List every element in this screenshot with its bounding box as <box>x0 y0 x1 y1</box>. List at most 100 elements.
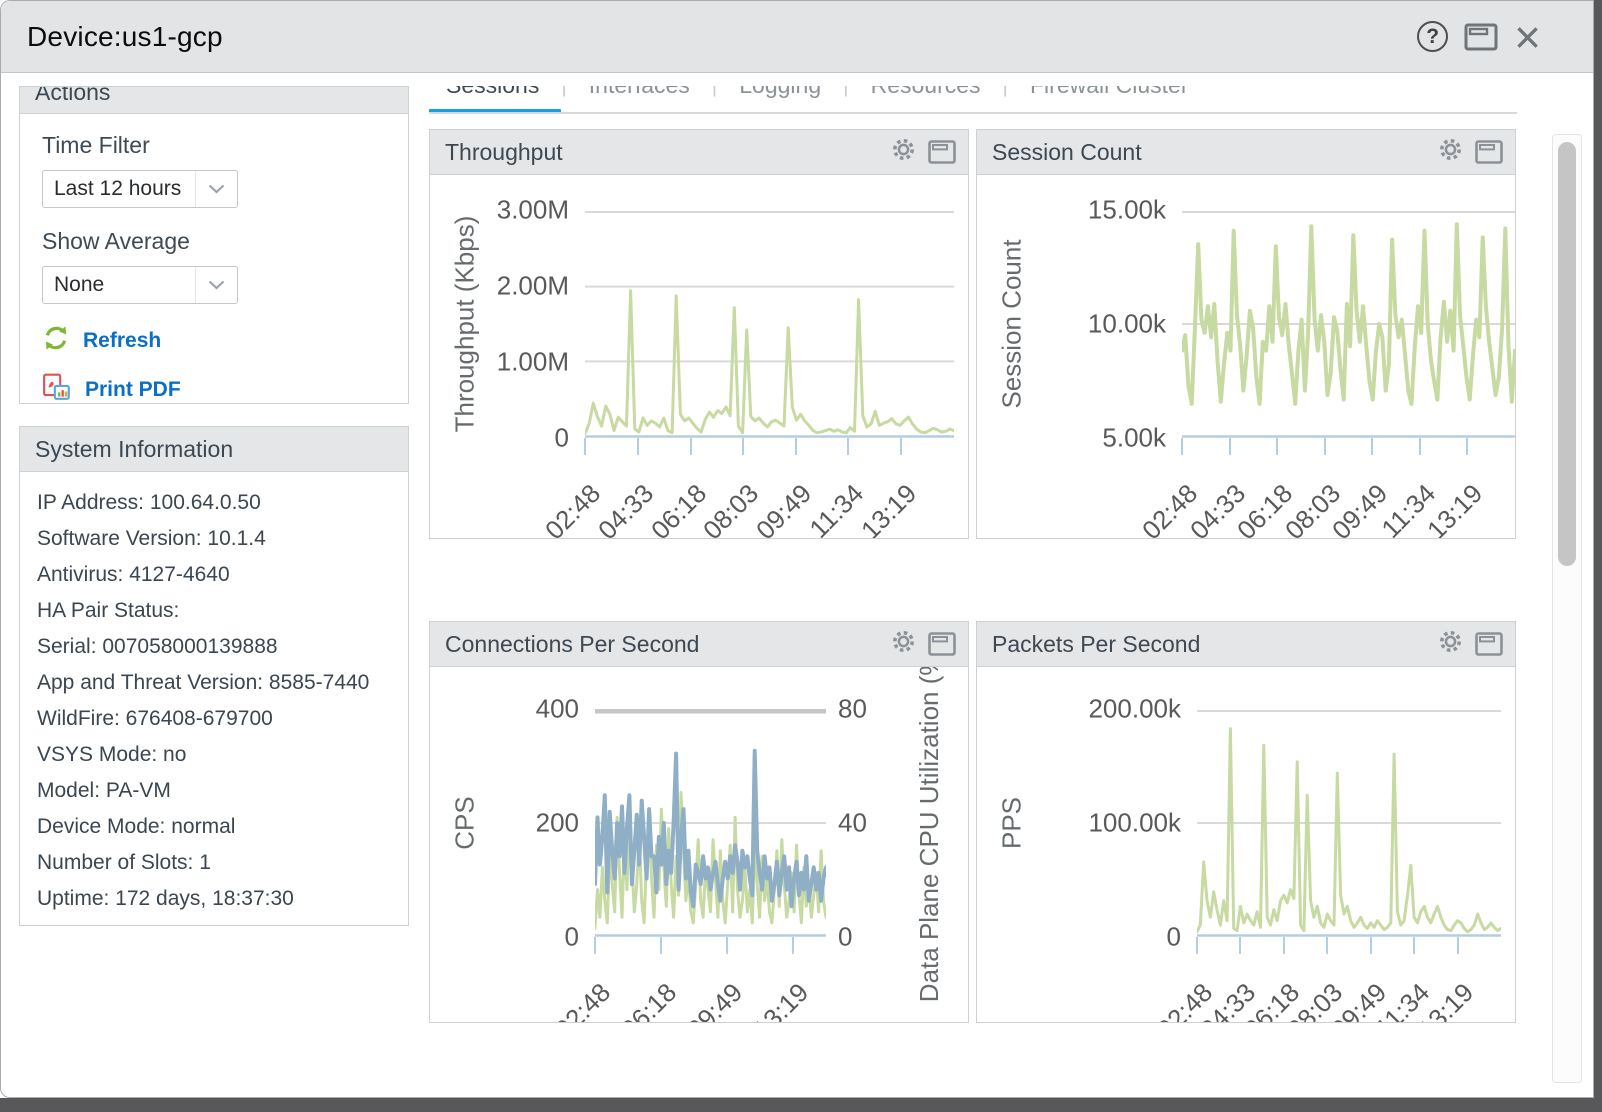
x-tickmark <box>690 438 692 455</box>
chart-title: Session Count <box>977 139 1142 166</box>
x-tickmark <box>637 438 639 455</box>
y-axis-ticks: 15.00k10.00k5.00k <box>1037 210 1182 438</box>
x-tick-label: 09:49 <box>681 977 749 1022</box>
dialog-content: Actions Time Filter Last 12 hours Show A… <box>1 74 1593 1097</box>
tab-interfaces[interactable]: Interfaces <box>589 86 690 99</box>
dialog-titlebar: Device:us1-gcp ? × <box>1 1 1593 73</box>
x-tickmark <box>1370 937 1372 954</box>
scrollbar-thumb[interactable] <box>1558 142 1576 566</box>
tab-bar: Sessions | Interfaces | Logging | Resour… <box>429 86 1519 116</box>
x-tickmark <box>1283 937 1285 954</box>
popout-panel-icon[interactable] <box>1475 632 1503 656</box>
x-axis-labels: 02:4804:3306:1808:0309:4911:3413:19 <box>1197 957 1501 1022</box>
actions-title: Actions <box>20 87 110 106</box>
titlebar-icons: ? × <box>1417 21 1541 52</box>
time-filter-value: Last 12 hours <box>43 177 195 201</box>
chart-title: Connections Per Second <box>430 631 699 658</box>
y-tick-label: 3.00M <box>497 195 569 226</box>
actions-header: Actions <box>20 87 408 114</box>
tab-firewall-cluster[interactable]: Firewall Cluster <box>1030 86 1188 99</box>
settings-gear-icon[interactable] <box>890 136 917 168</box>
tab-baseline <box>429 112 1517 114</box>
popout-panel-icon[interactable] <box>928 632 956 656</box>
close-icon[interactable]: × <box>1514 22 1541 52</box>
popout-panel-icon[interactable] <box>1475 140 1503 164</box>
refresh-label: Refresh <box>83 329 161 353</box>
cps-chart-plot <box>595 709 826 937</box>
window-edge-bottom <box>0 1098 1602 1112</box>
show-average-select[interactable]: None <box>42 266 238 304</box>
device-monitoring-dialog: Device:us1-gcp ? × Actions Time Filter L… <box>0 0 1594 1098</box>
system-info-line: VSYS Mode: no <box>37 737 391 773</box>
x-tickmark <box>594 937 596 954</box>
chart-title: Throughput <box>430 139 563 166</box>
tab-logging[interactable]: Logging <box>739 86 821 99</box>
refresh-icon <box>42 324 70 357</box>
help-icon[interactable]: ? <box>1417 21 1448 52</box>
settings-gear-icon[interactable] <box>1437 628 1464 660</box>
system-information-panel: System Information IP Address: 100.64.0.… <box>19 426 409 926</box>
x-tickmark <box>1466 438 1468 455</box>
system-info-line: App and Threat Version: 8585-7440 <box>37 665 391 701</box>
y-tick-label: 2.00M <box>497 270 569 301</box>
print-pdf-label: Print PDF <box>85 378 181 402</box>
system-info-line: Uptime: 172 days, 18:37:30 <box>37 881 391 917</box>
x-axis-tickmarks <box>595 937 826 957</box>
x-tickmark <box>1276 438 1278 455</box>
right-y-axis-label: Data Plane CPU Utilization (%) <box>914 667 944 1003</box>
system-info-line: Antivirus: 4127-4640 <box>37 557 391 593</box>
y-tick-label: 1.00M <box>497 346 569 377</box>
x-tickmark <box>1196 937 1198 954</box>
show-average-value: None <box>43 273 195 297</box>
throughput-chart-plot <box>585 210 954 438</box>
x-axis-tickmarks <box>1182 438 1515 458</box>
settings-gear-icon[interactable] <box>890 628 917 660</box>
x-tickmark <box>1413 937 1415 954</box>
session-count-chart-plot <box>1182 210 1515 438</box>
x-tickmark <box>1326 937 1328 954</box>
window-edge-right <box>1594 0 1602 1112</box>
popout-panel-icon[interactable] <box>928 140 956 164</box>
y-tick-label: 400 <box>536 694 579 725</box>
connections-per-second-panel: Connections Per Second CPS 4002000 02:48… <box>429 621 969 1023</box>
pps-chart-plot <box>1197 709 1501 937</box>
system-info-line: Device Mode: normal <box>37 809 391 845</box>
y-tick-label: 40 <box>838 808 867 839</box>
throughput-panel: Throughput Throughput (Kbps) 3.00M2.00M1… <box>429 129 969 539</box>
x-tickmark <box>847 438 849 455</box>
y-axis-label: Session Count <box>997 239 1028 408</box>
system-info-line: IP Address: 100.64.0.50 <box>37 485 391 521</box>
connections-per-second-header: Connections Per Second <box>430 622 968 667</box>
y-axis-label: PPS <box>997 797 1028 849</box>
system-info-line: Model: PA-VM <box>37 773 391 809</box>
print-pdf-button[interactable]: Print PDF <box>42 373 386 406</box>
settings-gear-icon[interactable] <box>1437 136 1464 168</box>
session-count-header: Session Count <box>977 130 1515 175</box>
x-tick-label: 13:19 <box>747 977 815 1022</box>
y-axis-ticks: 4002000 <box>490 709 595 937</box>
y-tick-label: 80 <box>838 694 867 725</box>
tab-resources[interactable]: Resources <box>871 86 981 99</box>
x-tickmark <box>726 937 728 954</box>
y-tick-label: 100.00k <box>1088 808 1181 839</box>
y-tick-label: 15.00k <box>1088 195 1166 226</box>
right-y-axis-ticks: 80400 <box>826 709 890 937</box>
system-info-line: Number of Slots: 1 <box>37 845 391 881</box>
tab-sessions[interactable]: Sessions <box>446 86 539 99</box>
y-axis-ticks: 200.00k100.00k0 <box>1037 709 1197 937</box>
time-filter-select[interactable]: Last 12 hours <box>42 170 238 208</box>
x-tick-label: 13:19 <box>855 478 923 538</box>
x-tickmark <box>1324 438 1326 455</box>
chevron-down-icon <box>195 171 237 207</box>
x-tickmark <box>1181 438 1183 455</box>
x-tickmark <box>795 438 797 455</box>
x-tickmark <box>1371 438 1373 455</box>
system-info-line: Serial: 007058000139888 <box>37 629 391 665</box>
refresh-button[interactable]: Refresh <box>42 324 386 357</box>
system-information-header: System Information <box>20 427 408 472</box>
popout-icon[interactable] <box>1464 23 1498 51</box>
dialog-title: Device:us1-gcp <box>27 21 223 53</box>
window-frame: Device:us1-gcp ? × Actions Time Filter L… <box>0 0 1602 1112</box>
x-tick-label: 09:49 <box>750 478 818 538</box>
vertical-scrollbar[interactable] <box>1552 134 1582 1083</box>
